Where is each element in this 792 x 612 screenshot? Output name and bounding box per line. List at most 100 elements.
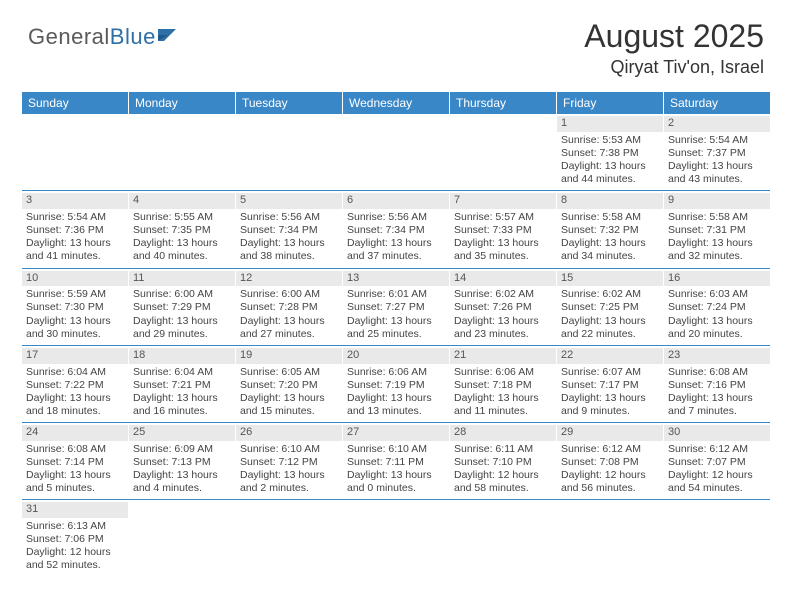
daylight-text: Daylight: 13 hours and 32 minutes.: [668, 237, 766, 263]
day-cell: 21Sunrise: 6:06 AMSunset: 7:18 PMDayligh…: [450, 346, 557, 422]
logo-text-general: General: [28, 24, 110, 50]
day-number: 12: [236, 271, 342, 287]
sunset-text: Sunset: 7:18 PM: [454, 379, 552, 392]
daylight-text: Daylight: 13 hours and 30 minutes.: [26, 315, 124, 341]
day-cell: 9Sunrise: 5:58 AMSunset: 7:31 PMDaylight…: [664, 191, 770, 267]
sunset-text: Sunset: 7:34 PM: [347, 224, 445, 237]
sunrise-text: Sunrise: 6:06 AM: [454, 366, 552, 379]
day-number: 7: [450, 193, 556, 209]
sunset-text: Sunset: 7:30 PM: [26, 301, 124, 314]
day-number: 8: [557, 193, 663, 209]
day-cell: 7Sunrise: 5:57 AMSunset: 7:33 PMDaylight…: [450, 191, 557, 267]
day-number: 14: [450, 271, 556, 287]
sunrise-text: Sunrise: 5:54 AM: [26, 211, 124, 224]
week-row: 3Sunrise: 5:54 AMSunset: 7:36 PMDaylight…: [22, 191, 770, 268]
title-block: August 2025 Qiryat Tiv'on, Israel: [584, 18, 764, 78]
day-cell: 11Sunrise: 6:00 AMSunset: 7:29 PMDayligh…: [129, 269, 236, 345]
week-row: 31Sunrise: 6:13 AMSunset: 7:06 PMDayligh…: [22, 500, 770, 576]
sunset-text: Sunset: 7:07 PM: [668, 456, 766, 469]
day-number: 17: [22, 348, 128, 364]
sunset-text: Sunset: 7:35 PM: [133, 224, 231, 237]
day-cell: 28 Sunrise: 6:11 AMSunset: 7:10 PMDayligh…: [450, 423, 557, 499]
day-cell: [236, 500, 343, 576]
daylight-text: Daylight: 13 hours and 38 minutes.: [240, 237, 338, 263]
calendar-body: 1Sunrise: 5:53 AMSunset: 7:38 PMDaylight…: [22, 114, 770, 577]
daylight-text: Daylight: 12 hours and 58 minutes.: [454, 469, 552, 495]
day-cell: 1Sunrise: 5:53 AMSunset: 7:38 PMDaylight…: [557, 114, 664, 190]
weekday-header: Monday: [129, 92, 236, 114]
day-cell: 22Sunrise: 6:07 AMSunset: 7:17 PMDayligh…: [557, 346, 664, 422]
sunrise-text: Sunrise: 6:11 AM: [454, 443, 552, 456]
week-row: 17Sunrise: 6:04 AMSunset: 7:22 PMDayligh…: [22, 346, 770, 423]
day-number: 27: [343, 425, 449, 441]
sunrise-text: Sunrise: 6:00 AM: [240, 288, 338, 301]
day-cell: [129, 114, 236, 190]
day-cell: [22, 114, 129, 190]
day-cell: 20Sunrise: 6:06 AMSunset: 7:19 PMDayligh…: [343, 346, 450, 422]
day-number: 28: [450, 425, 556, 441]
sunset-text: Sunset: 7:14 PM: [26, 456, 124, 469]
daylight-text: Daylight: 13 hours and 35 minutes.: [454, 237, 552, 263]
daylight-text: Daylight: 13 hours and 2 minutes.: [240, 469, 338, 495]
logo: General Blue: [28, 24, 180, 50]
day-cell: 2Sunrise: 5:54 AMSunset: 7:37 PMDaylight…: [664, 114, 770, 190]
day-cell: [557, 500, 664, 576]
sunset-text: Sunset: 7:12 PM: [240, 456, 338, 469]
sunset-text: Sunset: 7:06 PM: [26, 533, 124, 546]
daylight-text: Daylight: 13 hours and 22 minutes.: [561, 315, 659, 341]
day-cell: 8Sunrise: 5:58 AMSunset: 7:32 PMDaylight…: [557, 191, 664, 267]
sunrise-text: Sunrise: 6:10 AM: [347, 443, 445, 456]
day-cell: [664, 500, 770, 576]
sunrise-text: Sunrise: 5:55 AM: [133, 211, 231, 224]
day-number: 15: [557, 271, 663, 287]
sunrise-text: Sunrise: 6:08 AM: [668, 366, 766, 379]
day-number: 1: [557, 116, 663, 132]
sunset-text: Sunset: 7:25 PM: [561, 301, 659, 314]
day-number: 31: [22, 502, 128, 518]
sunrise-text: Sunrise: 5:56 AM: [240, 211, 338, 224]
sunrise-text: Sunrise: 6:10 AM: [240, 443, 338, 456]
day-number: 25: [129, 425, 235, 441]
sunrise-text: Sunrise: 6:03 AM: [668, 288, 766, 301]
day-cell: 25Sunrise: 6:09 AMSunset: 7:13 PMDayligh…: [129, 423, 236, 499]
day-number: 21: [450, 348, 556, 364]
day-cell: [236, 114, 343, 190]
sunrise-text: Sunrise: 5:57 AM: [454, 211, 552, 224]
day-number: 29: [557, 425, 663, 441]
sunset-text: Sunset: 7:17 PM: [561, 379, 659, 392]
sunrise-text: Sunrise: 5:58 AM: [561, 211, 659, 224]
sunrise-text: Sunrise: 6:04 AM: [26, 366, 124, 379]
sunset-text: Sunset: 7:26 PM: [454, 301, 552, 314]
sunrise-text: Sunrise: 6:02 AM: [561, 288, 659, 301]
day-cell: 6Sunrise: 5:56 AMSunset: 7:34 PMDaylight…: [343, 191, 450, 267]
sunset-text: Sunset: 7:21 PM: [133, 379, 231, 392]
sunset-text: Sunset: 7:10 PM: [454, 456, 552, 469]
sunset-text: Sunset: 7:28 PM: [240, 301, 338, 314]
daylight-text: Daylight: 13 hours and 23 minutes.: [454, 315, 552, 341]
daylight-text: Daylight: 13 hours and 9 minutes.: [561, 392, 659, 418]
sunrise-text: Sunrise: 5:56 AM: [347, 211, 445, 224]
weekday-header: Sunday: [22, 92, 129, 114]
daylight-text: Daylight: 12 hours and 56 minutes.: [561, 469, 659, 495]
day-cell: [129, 500, 236, 576]
day-number: 26: [236, 425, 342, 441]
day-cell: 29Sunrise: 6:12 AMSunset: 7:08 PMDayligh…: [557, 423, 664, 499]
sunset-text: Sunset: 7:27 PM: [347, 301, 445, 314]
day-cell: 4Sunrise: 5:55 AMSunset: 7:35 PMDaylight…: [129, 191, 236, 267]
sunset-text: Sunset: 7:22 PM: [26, 379, 124, 392]
day-cell: [343, 114, 450, 190]
weekday-header: Friday: [557, 92, 664, 114]
day-number: 20: [343, 348, 449, 364]
day-number: 3: [22, 193, 128, 209]
day-cell: 31Sunrise: 6:13 AMSunset: 7:06 PMDayligh…: [22, 500, 129, 576]
sunset-text: Sunset: 7:08 PM: [561, 456, 659, 469]
sunset-text: Sunset: 7:38 PM: [561, 147, 659, 160]
day-cell: 15Sunrise: 6:02 AMSunset: 7:25 PMDayligh…: [557, 269, 664, 345]
day-cell: 17Sunrise: 6:04 AMSunset: 7:22 PMDayligh…: [22, 346, 129, 422]
sunset-text: Sunset: 7:24 PM: [668, 301, 766, 314]
day-cell: 14Sunrise: 6:02 AMSunset: 7:26 PMDayligh…: [450, 269, 557, 345]
sunrise-text: Sunrise: 6:00 AM: [133, 288, 231, 301]
daylight-text: Daylight: 13 hours and 5 minutes.: [26, 469, 124, 495]
sunrise-text: Sunrise: 6:04 AM: [133, 366, 231, 379]
daylight-text: Daylight: 13 hours and 7 minutes.: [668, 392, 766, 418]
